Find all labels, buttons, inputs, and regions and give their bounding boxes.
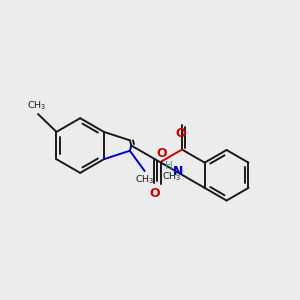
Text: O: O [149,187,160,200]
Text: CH$_3$: CH$_3$ [27,99,46,112]
Text: O: O [176,127,186,140]
Text: H: H [166,161,173,171]
Text: CH$_3$: CH$_3$ [135,174,154,186]
Text: N: N [172,165,183,178]
Text: O: O [156,147,167,160]
Text: CH$_3$: CH$_3$ [162,170,182,182]
